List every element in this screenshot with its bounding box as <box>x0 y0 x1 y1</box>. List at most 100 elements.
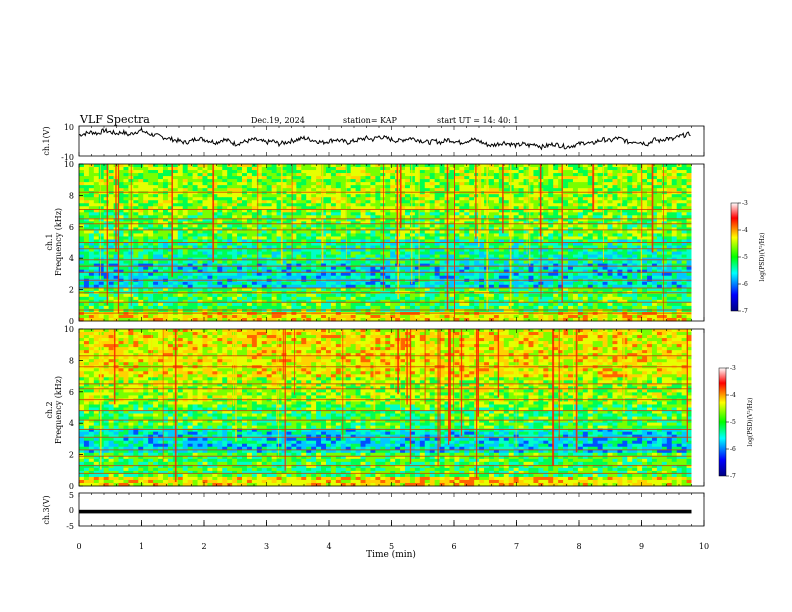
spectrogram-cell <box>99 200 104 203</box>
spectrogram-cell <box>440 191 445 194</box>
spectrogram-cell <box>158 221 163 224</box>
spectrogram-cell <box>242 252 247 255</box>
spectrogram-cell <box>351 182 356 185</box>
spectrogram-cell <box>193 203 198 206</box>
spectrogram-cell <box>207 233 212 236</box>
spectrogram-cell <box>657 224 662 227</box>
spectrogram-cell <box>336 167 341 170</box>
spectrogram-cell <box>622 182 627 185</box>
spectrogram-cell <box>647 170 652 173</box>
spectrogram-cell <box>351 215 356 218</box>
spectrogram-cell <box>657 273 662 276</box>
spectrogram-cell <box>104 261 109 264</box>
spectrogram-cell <box>158 182 163 185</box>
spectrogram-cell <box>380 170 385 173</box>
spectrogram-cell <box>202 167 207 170</box>
spectrogram-cell <box>608 179 613 182</box>
spectrogram-cell <box>459 236 464 239</box>
spectrogram-cell <box>104 236 109 239</box>
spectrogram-cell <box>188 273 193 276</box>
spectrogram-cell <box>326 261 331 264</box>
spectrogram-cell <box>622 188 627 191</box>
spectrogram-cell <box>524 273 529 276</box>
spectrogram-cell <box>222 170 227 173</box>
spectrogram-cell <box>173 179 178 182</box>
spectrogram-cell <box>267 267 272 270</box>
spectrogram-cell <box>440 252 445 255</box>
spectrogram-cell <box>356 191 361 194</box>
spectrogram-cell <box>672 224 677 227</box>
spectrogram-cell <box>499 261 504 264</box>
spectrogram-cell <box>667 243 672 246</box>
spectrogram-cell <box>163 233 168 236</box>
spectrogram-cell <box>198 164 203 167</box>
spectrogram-cell <box>449 194 454 197</box>
spectrogram-cell <box>682 233 687 236</box>
spectrogram-cell <box>262 185 267 188</box>
spectrogram-cell <box>672 215 677 218</box>
spectrogram-cell <box>533 167 538 170</box>
spectrogram-cell <box>336 185 341 188</box>
spectrogram-cell <box>311 282 316 285</box>
spectrogram-cell <box>361 170 366 173</box>
spectrogram-cell <box>272 224 277 227</box>
spectrogram-cell <box>104 221 109 224</box>
spectrogram-cell <box>647 215 652 218</box>
spectrogram-cell <box>326 203 331 206</box>
spectrogram-cell <box>331 182 336 185</box>
spectrogram-cell <box>222 194 227 197</box>
spectrogram-cell <box>410 194 415 197</box>
spectrogram-cell <box>178 176 183 179</box>
spectrogram-cell <box>425 197 430 200</box>
spectrogram-cell <box>316 252 321 255</box>
spectrogram-cell <box>109 243 114 246</box>
spectrogram-cell <box>622 215 627 218</box>
spectrogram-cell <box>193 236 198 239</box>
spectrogram-cell <box>687 173 692 176</box>
spectrogram-cell <box>504 273 509 276</box>
spectrogram-cell <box>430 176 435 179</box>
spectrogram-cell <box>148 215 153 218</box>
spectrogram-cell <box>390 203 395 206</box>
spectrogram-cell <box>677 188 682 191</box>
spectrogram-cell <box>222 182 227 185</box>
spectrogram-cell <box>237 197 242 200</box>
spectrogram-cell <box>454 191 459 194</box>
spectrogram-cell <box>400 230 405 233</box>
spectrogram-cell <box>198 185 203 188</box>
spectrogram-cell <box>133 167 138 170</box>
spectrogram-cell <box>272 282 277 285</box>
spectrogram-cell <box>667 182 672 185</box>
spectrogram-cell <box>469 252 474 255</box>
spectrogram-cell <box>672 173 677 176</box>
spectrogram-cell <box>494 267 499 270</box>
spectrogram-cell <box>672 230 677 233</box>
spectrogram-cell <box>286 176 291 179</box>
spectrogram-cell <box>286 221 291 224</box>
spectrogram-cell <box>622 276 627 279</box>
spectrogram-cell <box>198 255 203 258</box>
spectrogram-cell <box>207 164 212 167</box>
spectrogram-cell <box>617 173 622 176</box>
spectrogram-cell <box>548 255 553 258</box>
spectrogram-cell <box>588 267 593 270</box>
spectrogram-cell <box>148 282 153 285</box>
spectrogram-cell <box>188 197 193 200</box>
spectrogram-cell <box>568 224 573 227</box>
spectrogram-cell <box>232 215 237 218</box>
spectrogram-cell <box>104 179 109 182</box>
spectrogram-cell <box>420 236 425 239</box>
spectrogram-cell <box>89 276 94 279</box>
spectrogram-cell <box>158 236 163 239</box>
spectrogram-cell <box>375 170 380 173</box>
spectrogram-cell <box>193 215 198 218</box>
station-label: station= KAP <box>343 116 398 125</box>
spectrogram-cell <box>617 273 622 276</box>
spectrogram-cell <box>356 197 361 200</box>
spectrogram-cell <box>94 173 99 176</box>
spectrogram-cell <box>306 282 311 285</box>
spectrogram-cell <box>365 221 370 224</box>
spectrogram-cell <box>365 267 370 270</box>
spectrogram-cell <box>464 170 469 173</box>
spectrogram-cell <box>420 167 425 170</box>
